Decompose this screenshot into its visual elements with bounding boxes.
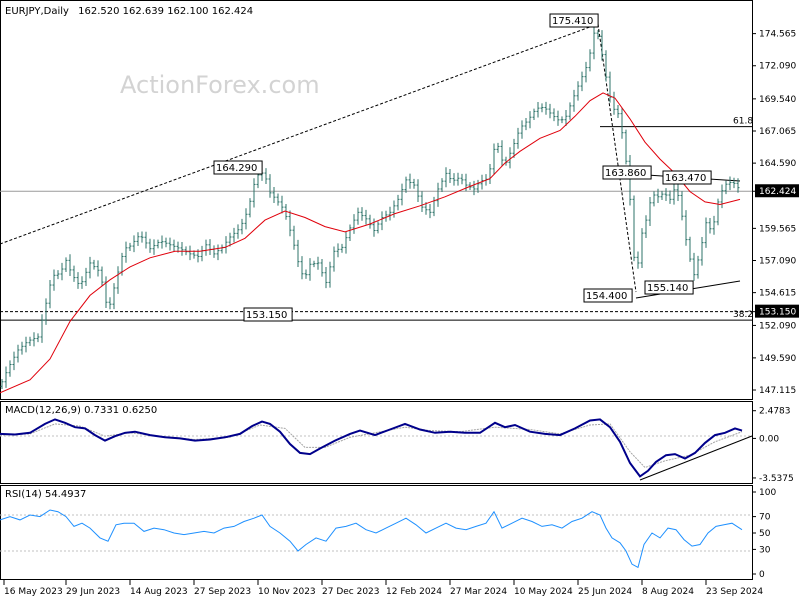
rsi-tick-label: 0 [759, 570, 765, 580]
annotation-163.860: 163.860 [602, 165, 652, 180]
main-panel-frame [0, 0, 753, 400]
drop-dotted-line [597, 23, 637, 293]
rsi-tick-label: 100 [759, 488, 776, 498]
macd-tick-label: 0.00 [759, 434, 779, 444]
watermark: ActionForex.com [120, 71, 320, 99]
date-tick-label: 16 May 2023 [4, 587, 63, 597]
date-tick-label: 10 May 2024 [514, 587, 573, 597]
svg-text:154.400: 154.400 [586, 291, 627, 302]
price-tick-label: 152.090 [759, 321, 796, 331]
channel-dotted-line [0, 23, 599, 245]
rsi-tick-label: 50 [759, 529, 771, 539]
price-tick-label: 172.090 [759, 62, 796, 72]
price-tick-label: 164.590 [759, 159, 796, 169]
annotation-155.140: 155.140 [644, 280, 694, 295]
date-tick-label: 27 Dec 2023 [322, 587, 380, 597]
date-tick-label: 10 Nov 2023 [258, 587, 316, 597]
price-tick-label: 159.565 [759, 224, 796, 234]
annotation-164.290: 164.290 [213, 160, 263, 175]
date-tick-label: 23 Sep 2024 [706, 587, 763, 597]
macd-panel-frame [0, 401, 753, 484]
price-tick-label: 169.540 [759, 95, 796, 105]
rsi-line [0, 509, 743, 569]
horizontal-levels: 61.8 38.2 [0, 117, 753, 321]
date-axis: 16 May 2023 29 Jun 2023 14 Aug 2023 27 Sep … [3, 580, 763, 597]
price-axis: 174.565 172.090 169.540 167.065 164.590 162.4… [752, 30, 799, 396]
macd-title: MACD(12,26,9) 0.7331 0.6250 [5, 405, 157, 416]
date-tick-label: 27 Mar 2024 [450, 587, 507, 597]
symbol-title: EURJPY,Daily 162.520 162.639 162.100 162… [5, 6, 253, 17]
svg-text:163.470: 163.470 [665, 173, 706, 184]
macd-trendline [639, 435, 753, 481]
rsi-tick-label: 30 [759, 545, 771, 555]
svg-text:164.290: 164.290 [216, 163, 257, 174]
svg-text:153.150: 153.150 [246, 310, 287, 321]
macd-line [0, 418, 743, 478]
level-price-tag: 153.150 [759, 308, 796, 318]
date-tick-label: 12 Feb 2024 [386, 587, 442, 597]
date-tick-label: 8 Aug 2024 [642, 587, 694, 597]
annotation-163.470: 163.470 [662, 170, 712, 185]
fib-label-1: 38.2 [733, 310, 753, 320]
fib-label-0: 61.8 [733, 117, 753, 127]
annotation-153.150: 153.150 [243, 307, 293, 322]
annotation-175.410: 175.410 [549, 13, 599, 28]
price-tick-label: 154.615 [759, 289, 796, 299]
ohlc-values: 162.520 162.639 162.100 162.424 [78, 6, 253, 17]
svg-text:155.140: 155.140 [647, 283, 688, 294]
svg-text:163.860: 163.860 [605, 168, 646, 179]
price-tick-label: 167.065 [759, 127, 796, 137]
symbol-timeframe: EURJPY,Daily [5, 6, 69, 17]
price-tick-label: 147.115 [759, 386, 796, 396]
svg-text:175.410: 175.410 [552, 16, 593, 27]
current-price-tag-bg [755, 184, 799, 198]
rsi-title: RSI(14) 54.4937 [5, 489, 86, 500]
macd-axis: 2.4783 0.00 -3.5375 [752, 407, 794, 484]
level-price-tag-bg [755, 304, 799, 318]
annotation-154.400: 154.400 [583, 288, 633, 303]
date-tick-label: 27 Sep 2023 [194, 587, 251, 597]
rsi-tick-label: 70 [759, 513, 771, 523]
current-price-tag: 162.424 [759, 187, 796, 197]
date-tick-label: 25 Jun 2024 [578, 587, 632, 597]
price-tick-label: 157.090 [759, 257, 796, 267]
date-tick-label: 29 Jun 2023 [66, 587, 120, 597]
price-tick-label: 174.565 [759, 30, 796, 40]
price-annotations: 175.410 164.290 153.150 163.860 163.470 154.4… [213, 13, 712, 322]
date-tick-label: 14 Aug 2023 [130, 587, 188, 597]
price-tick-label: 149.590 [759, 354, 796, 364]
macd-tick-label: -3.5375 [759, 474, 794, 484]
rsi-axis: 100 70 50 30 0 [752, 488, 776, 580]
moving-average-line [0, 92, 741, 394]
macd-tick-label: 2.4783 [759, 407, 791, 417]
